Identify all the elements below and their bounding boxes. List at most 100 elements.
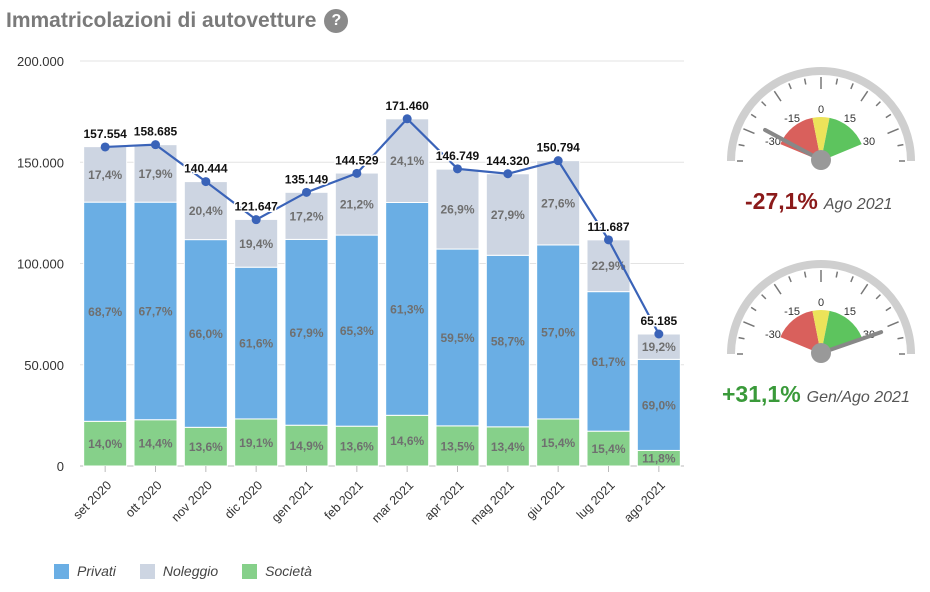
bar-segment-societa[interactable] [83, 420, 128, 467]
gauge-tick [835, 78, 839, 85]
segment-label-noleggio: 24,1% [390, 154, 424, 168]
segment-label-noleggio: 22,9% [591, 259, 625, 273]
x-tick-label: mag 2021 [468, 478, 517, 527]
bar-segment-privati[interactable] [435, 248, 480, 427]
total-point[interactable] [402, 114, 412, 124]
segment-label-societa: 19,1% [239, 436, 273, 450]
bar-segment-privati[interactable] [234, 266, 279, 420]
gauge-tick-label: -15 [784, 306, 800, 318]
ytd-change-value: +31,1% [722, 381, 801, 407]
y-tick-label: 0 [57, 459, 64, 474]
stacked-bar-chart: 0 50.000 100.000 150.000 200.000 14,0% 68,7% 17… [17, 54, 684, 527]
gauge-tick [761, 294, 767, 300]
total-point[interactable] [604, 235, 613, 245]
gauge-tick [887, 321, 899, 328]
gauge-band-green [822, 117, 862, 158]
total-point[interactable] [251, 215, 261, 225]
legend-label-privati: Privati [77, 563, 116, 579]
bar-segment-societa[interactable] [334, 425, 379, 467]
gauge-tick [803, 78, 807, 85]
gauge-tick [850, 276, 854, 283]
gauge-hub [811, 343, 831, 363]
segment-label-privati: 61,7% [591, 355, 625, 369]
total-label: 146.749 [436, 149, 480, 163]
total-point[interactable] [453, 164, 462, 174]
gauge-needle [763, 127, 823, 162]
chart-title-text: Immatricolazioni di autovetture [6, 9, 317, 32]
segment-label-societa: 11,8% [642, 452, 676, 466]
bar-segment-privati[interactable] [183, 239, 228, 428]
bar-segment-societa[interactable] [385, 414, 430, 467]
bar-segment-noleggio[interactable] [83, 146, 128, 203]
gauge-tick-label: 30 [863, 136, 875, 148]
bar-segment-privati[interactable] [133, 201, 178, 421]
gauge-tick [788, 276, 792, 283]
x-tick-label: ott 2020 [123, 478, 165, 520]
bar-segment-privati[interactable] [536, 244, 581, 420]
monthly-change-gauge: -30-15 0 15 30 [727, 67, 915, 170]
monthly-change-value: -27,1% [745, 188, 818, 214]
ytd-change-period: Gen/Ago 2021 [806, 389, 910, 406]
gauge-tick [773, 90, 782, 102]
segment-label-noleggio: 26,9% [440, 203, 474, 217]
total-label: 171.460 [385, 99, 429, 113]
gauge-tick [897, 336, 904, 340]
bar-segment-societa[interactable] [234, 418, 279, 467]
gauge-tick-label: -30 [765, 136, 781, 148]
total-point[interactable] [151, 140, 160, 150]
segment-label-societa: 15,4% [591, 442, 625, 456]
x-tick-label: ago 2021 [621, 478, 668, 525]
total-label: 121.647 [234, 200, 278, 214]
segment-label-noleggio: 19,4% [239, 237, 273, 251]
x-tick-label: giu 2021 [523, 478, 567, 522]
total-label: 135.149 [285, 172, 329, 186]
bar-segment-societa[interactable] [183, 426, 228, 467]
total-label: 65.185 [640, 314, 677, 328]
gauge-tick [788, 83, 792, 90]
bar-segment-noleggio[interactable] [234, 218, 279, 268]
segment-label-noleggio: 19,2% [642, 340, 676, 354]
bar-segment-societa[interactable] [586, 430, 631, 467]
total-point[interactable] [654, 329, 664, 339]
total-label: 150.794 [536, 141, 580, 155]
x-tick-label: set 2020 [70, 478, 114, 522]
total-point[interactable] [302, 187, 311, 197]
total-point[interactable] [100, 142, 110, 152]
bar-segment-privati[interactable] [83, 201, 128, 422]
bar-segment-societa[interactable] [435, 425, 480, 467]
help-icon[interactable]: ? [324, 9, 349, 33]
legend-swatch-noleggio [139, 563, 155, 579]
gauge-tick [803, 271, 807, 278]
total-point[interactable] [201, 177, 211, 187]
total-point[interactable] [503, 169, 513, 179]
bar-segment-societa[interactable] [485, 426, 530, 467]
total-point[interactable] [553, 156, 563, 166]
total-label: 144.529 [335, 153, 379, 167]
bar-segment-noleggio[interactable] [284, 191, 329, 240]
y-tick-label: 50.000 [24, 358, 64, 373]
segment-label-privati: 65,3% [340, 324, 374, 338]
legend-item-societa[interactable]: Società [242, 563, 312, 579]
segment-label-societa: 14,4% [138, 436, 172, 450]
bar-segment-privati[interactable] [485, 254, 530, 428]
gauge-tick [773, 283, 782, 295]
bar-segment-noleggio[interactable] [485, 173, 530, 256]
segment-label-societa: 15,4% [541, 436, 575, 450]
bar-segment-privati[interactable] [636, 358, 681, 451]
gauge-tick [743, 128, 755, 135]
bar-segment-privati[interactable] [334, 234, 379, 427]
gauge-band-red [780, 117, 820, 158]
gauge-tick [875, 101, 881, 107]
gauge-tick [897, 143, 904, 147]
legend-item-noleggio[interactable]: Noleggio [139, 563, 218, 579]
gauge-tick [887, 128, 899, 135]
x-tick-label: mar 2021 [369, 478, 416, 525]
bar-segment-noleggio[interactable] [435, 168, 480, 250]
legend-item-privati[interactable]: Privati [54, 563, 116, 579]
bar-segment-privati[interactable] [586, 291, 631, 432]
bar-segment-societa[interactable] [284, 424, 329, 467]
bar-segment-privati[interactable] [284, 238, 329, 426]
total-point[interactable] [352, 168, 362, 178]
gauge-tick [850, 83, 854, 90]
